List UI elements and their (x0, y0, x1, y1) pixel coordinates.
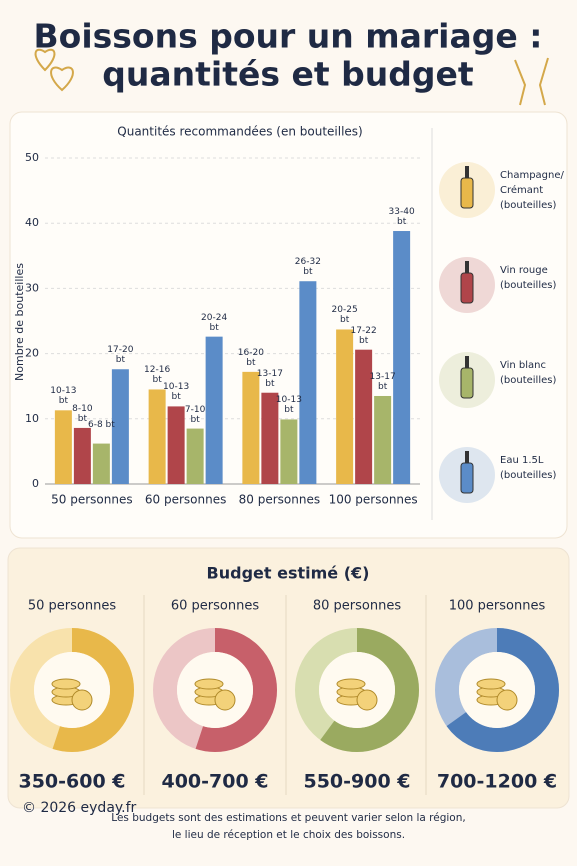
budget-range: 550-900 € (303, 771, 410, 793)
bar (280, 419, 298, 484)
note: le lieu de réception et le choix des boi… (171, 829, 406, 841)
value-label: 16-20 bt (237, 347, 264, 368)
value-label: 10-13 bt (50, 386, 77, 407)
bar (92, 443, 110, 484)
donut-share (10, 628, 134, 752)
coin (194, 678, 224, 690)
hearts-icon (34, 48, 74, 92)
value-label: 7-10 bt (184, 404, 206, 425)
y-tick-label: 10 (25, 412, 39, 425)
y-axis-label: Nombre de bouteilles (13, 263, 26, 381)
legend-bottle-neck (465, 451, 469, 463)
value-label: 8-10 bt (72, 403, 93, 424)
coin (51, 678, 81, 690)
coin-front (356, 689, 378, 711)
bar (299, 281, 317, 484)
bar (205, 336, 223, 484)
coin-front (71, 689, 93, 711)
legend-bottle (460, 272, 474, 304)
bar (261, 392, 279, 484)
value-label: 33-40 bt (388, 207, 415, 228)
group-label: 60 personnes (171, 599, 259, 614)
bar (111, 369, 129, 484)
value-label: 10-13 bt (275, 395, 302, 416)
bar (186, 428, 204, 484)
value-label: 13-17 bt (256, 368, 283, 389)
budget-range: 400-700 € (161, 771, 268, 793)
legend-bottle (460, 177, 474, 209)
bar (54, 410, 72, 484)
donut-share (435, 628, 559, 752)
value-label: 17-22 bt (350, 325, 377, 346)
value-label: 17-20 bt (107, 345, 134, 366)
legend-bottle (460, 367, 474, 399)
y-tick-label: 30 (25, 281, 39, 294)
x-tick-label: 100 personnes (329, 493, 418, 507)
value-label: 13-17 bt (369, 371, 396, 392)
bar (73, 427, 91, 484)
chart-title: Quantités recommandées (en bouteilles) (117, 125, 362, 139)
budget-card (7, 547, 570, 809)
legend-label: Vin blanc (bouteilles) (500, 360, 557, 386)
legend-bottle (460, 462, 474, 494)
donut-share (295, 628, 419, 752)
title: quantités et budget (102, 55, 474, 94)
value-label: 10-13 bt (163, 382, 190, 403)
donut-share (153, 628, 277, 752)
value-label: 6-8 bt (87, 419, 115, 430)
bar (167, 406, 185, 484)
coin (476, 678, 506, 690)
note: Les budgets sont des estimations et peuv… (111, 812, 466, 824)
bar (242, 371, 260, 484)
x-tick-label: 60 personnes (145, 493, 226, 507)
bar (374, 395, 392, 484)
value-label: 12-16 bt (144, 365, 171, 386)
x-tick-label: 80 personnes (239, 493, 320, 507)
glasses-icon (514, 57, 549, 106)
copyright: © 2026 eyday.fr (22, 800, 137, 816)
x-tick-label: 50 personnes (51, 493, 132, 507)
legend-label: Champagne/ Crémant (bouteilles) (500, 170, 564, 211)
title: Boissons pour un mariage : (34, 17, 543, 56)
legend-label: Vin rouge (bouteilles) (500, 265, 557, 291)
bar (336, 329, 354, 484)
bar (393, 231, 411, 484)
y-tick-label: 0 (32, 477, 39, 490)
budget-range: 700-1200 € (437, 771, 557, 793)
group-label: 50 personnes (28, 599, 116, 614)
budget-title: Budget estimé (€) (207, 564, 370, 583)
y-tick-label: 40 (25, 216, 39, 229)
legend-bottle-neck (465, 166, 469, 178)
coin (336, 678, 366, 690)
legend-bottle-neck (465, 356, 469, 368)
coin-front (214, 689, 236, 711)
y-tick-label: 50 (25, 151, 39, 164)
bar (148, 389, 166, 484)
budget-range: 350-600 € (18, 771, 125, 793)
value-label: 20-24 bt (201, 312, 228, 333)
legend-label: Eau 1.5L (bouteilles) (500, 455, 557, 481)
value-label: 20-25 bt (331, 305, 358, 326)
group-label: 100 personnes (449, 599, 546, 614)
bar (355, 349, 373, 484)
coin-front (496, 689, 518, 711)
group-label: 80 personnes (313, 599, 401, 614)
legend-bottle-neck (465, 261, 469, 273)
value-label: 26-32 bt (294, 257, 321, 278)
y-tick-label: 20 (25, 347, 39, 360)
